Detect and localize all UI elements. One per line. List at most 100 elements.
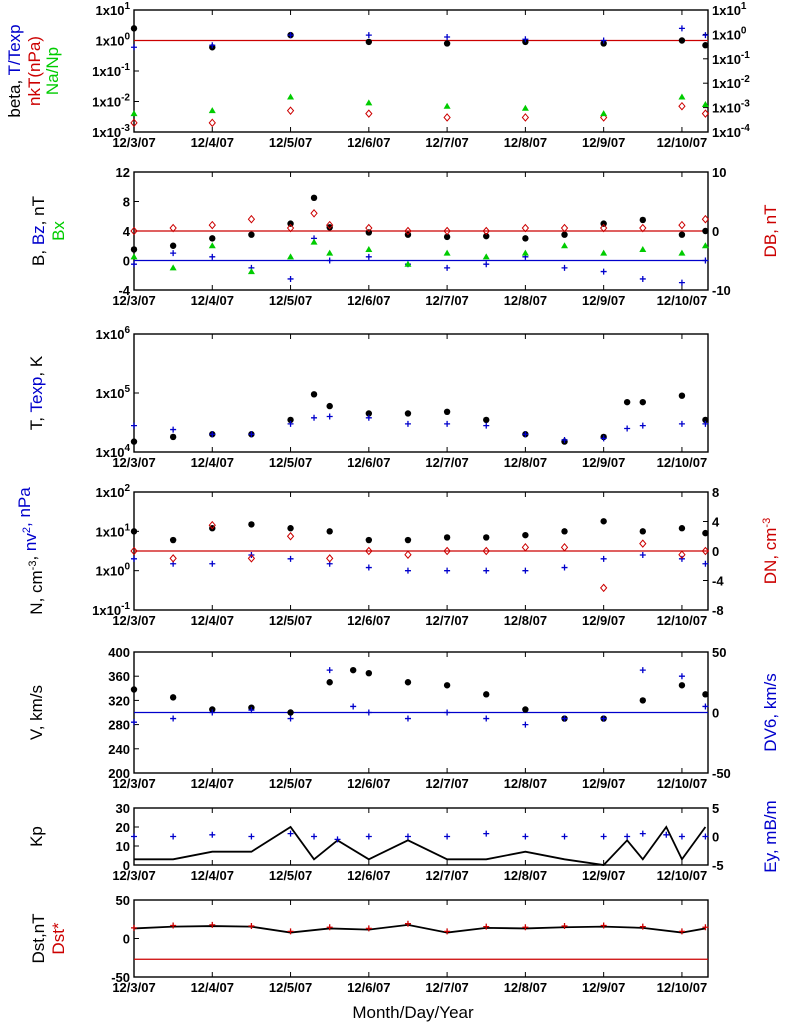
- data-point-kp-1-15: [639, 830, 646, 837]
- data-point-field-2-8: [404, 260, 412, 267]
- x-axis-title: Month/Day/Year: [352, 1003, 474, 1022]
- data-point-field-2-1: [169, 264, 177, 271]
- panel-frame-dst: [133, 899, 709, 978]
- x-tick-label-beta-2: 12/5/07: [269, 135, 312, 150]
- data-point-field-1-2: [209, 253, 216, 260]
- x-tick-label-dst-4: 12/7/07: [425, 980, 468, 995]
- data-point-field-2-3: [247, 268, 255, 275]
- x-tick-label-beta-0: 12/3/07: [112, 135, 155, 150]
- y-tick-label-kp-0: 0: [123, 858, 130, 873]
- data-point-density-2-13: [639, 539, 647, 548]
- y-tick-label-velocity-1: 240: [108, 742, 130, 757]
- data-point-beta-1-0: [131, 44, 137, 51]
- data-point-temperature-1-15: [639, 422, 646, 429]
- data-point-velocity-0-7: [365, 669, 373, 677]
- data-point-velocity-1-9: [444, 709, 451, 716]
- data-point-temperature-1-1: [170, 426, 177, 433]
- data-point-dst-1-10: [522, 924, 529, 931]
- data-point-dst-1-9: [483, 923, 490, 930]
- data-point-field-1-7: [365, 253, 372, 260]
- data-point-kp-1-17: [678, 833, 685, 840]
- data-point-field-3-15: [678, 220, 686, 230]
- right-tick-label-field-0: -10: [712, 283, 731, 298]
- x-tick-label-kp-4: 12/7/07: [425, 868, 468, 883]
- data-point-density-1-0: [131, 555, 137, 562]
- data-point-dst-1-6: [365, 925, 372, 932]
- y-axis-label-field-0: B, Bz, nT: [29, 196, 48, 266]
- data-point-density-2-5: [326, 554, 334, 563]
- data-point-temperature-0-4: [287, 416, 294, 424]
- right-tick-label-kp-2: 5: [712, 801, 719, 816]
- y-tick-label-density-1: 1x100: [96, 562, 131, 579]
- data-point-field-0-14: [639, 216, 646, 224]
- data-point-density-2-8: [443, 546, 451, 556]
- x-tick-label-kp-1: 12/4/07: [191, 868, 234, 883]
- y-tick-label-beta-4: 1x101: [96, 1, 131, 18]
- x-tick-label-field-0: 12/3/07: [112, 293, 155, 308]
- x-tick-label-beta-6: 12/9/07: [582, 135, 625, 150]
- data-point-velocity-0-14: [639, 697, 646, 704]
- data-point-temperature-1-9: [444, 420, 451, 427]
- data-point-field-3-16: [701, 214, 710, 224]
- right-tick-label-velocity-1: 0: [712, 706, 719, 721]
- data-point-velocity-0-5: [326, 679, 333, 686]
- data-point-temperature-1-12: [561, 436, 568, 443]
- data-point-density-2-7: [404, 550, 412, 559]
- data-point-density-0-13: [639, 528, 646, 535]
- y-tick-label-velocity-0: 200: [108, 766, 130, 781]
- data-point-field-2-12: [561, 242, 569, 249]
- x-tick-label-kp-6: 12/9/07: [582, 868, 625, 883]
- series-line-kp-0: [134, 825, 707, 866]
- data-point-density-2-9: [482, 546, 490, 556]
- data-point-field-2-13: [600, 249, 608, 256]
- data-point-field-2-7: [365, 245, 373, 252]
- data-point-temperature-1-8: [404, 420, 411, 427]
- y-tick-label-field-2: 4: [123, 224, 131, 239]
- right-tick-label-beta-2: 1x10-2: [712, 74, 750, 91]
- y-tick-label-field-0: -4: [118, 283, 130, 298]
- data-point-beta-1-1: [209, 42, 216, 49]
- x-tick-label-dst-6: 12/9/07: [582, 980, 625, 995]
- data-point-field-3-11: [521, 223, 530, 233]
- data-point-velocity-1-11: [522, 721, 529, 728]
- data-point-beta-2-7: [678, 101, 686, 111]
- data-point-kp-1-1: [170, 833, 177, 840]
- y-axis-label-kp-0: Kp: [27, 826, 46, 847]
- y-axis-label-velocity-0: V, km/s: [27, 685, 46, 740]
- x-tick-label-velocity-0: 12/3/07: [112, 776, 155, 791]
- data-point-velocity-0-16: [702, 691, 709, 698]
- data-point-density-1-8: [444, 567, 451, 574]
- data-point-density-1-13: [639, 552, 646, 559]
- data-point-kp-1-18: [702, 833, 709, 840]
- right-tick-label-field-1: 0: [712, 224, 719, 239]
- data-point-density-0-15: [702, 529, 709, 537]
- panel-frame-kp: [133, 807, 709, 866]
- data-point-velocity-0-1: [169, 694, 177, 701]
- data-point-field-2-6: [326, 249, 334, 256]
- data-point-beta-1-6: [600, 37, 607, 44]
- data-point-field-0-5: [310, 194, 318, 202]
- data-point-velocity-1-0: [131, 719, 137, 726]
- data-point-field-0-1: [169, 242, 177, 249]
- x-tick-label-temperature-4: 12/7/07: [425, 455, 468, 470]
- data-point-field-3-1: [169, 223, 177, 233]
- y-tick-label-kp-1: 10: [116, 839, 130, 854]
- data-point-field-3-4: [286, 223, 295, 233]
- y-tick-label-dst-0: -50: [111, 970, 130, 985]
- y-tick-label-dst-1: 0: [123, 932, 130, 947]
- data-point-kp-1-14: [624, 833, 631, 840]
- data-point-beta-0-0: [130, 25, 138, 32]
- data-point-density-0-5: [326, 528, 333, 535]
- y-axis-label-density-0: N, cm-3, nv2, nPa: [15, 487, 46, 615]
- data-point-temperature-0-0: [130, 438, 138, 445]
- data-point-field-1-4: [287, 275, 294, 282]
- y-tick-label-density-0: 1x10-1: [92, 601, 130, 618]
- data-point-beta-2-2: [286, 106, 295, 115]
- data-point-dst-1-14: [678, 928, 685, 935]
- data-point-beta-0-8: [702, 42, 709, 49]
- data-point-density-1-15: [702, 560, 709, 567]
- data-point-beta-2-3: [365, 109, 373, 118]
- right-tick-label-kp-1: 0: [712, 830, 719, 845]
- data-point-temperature-1-11: [522, 431, 529, 438]
